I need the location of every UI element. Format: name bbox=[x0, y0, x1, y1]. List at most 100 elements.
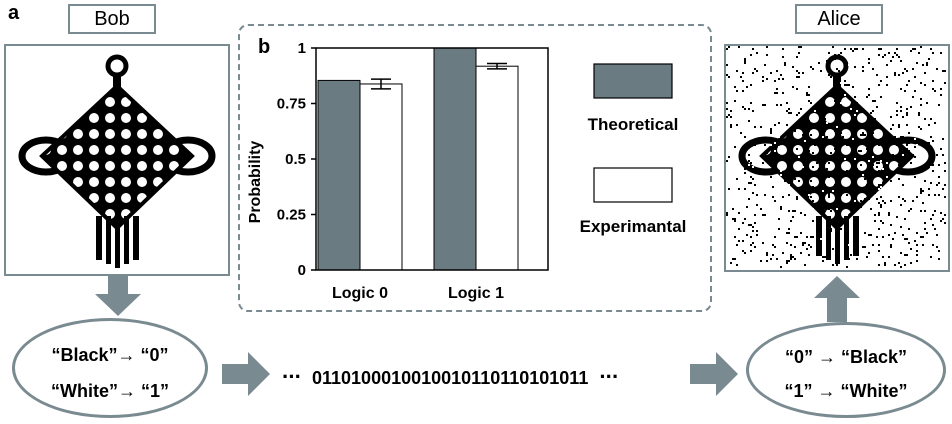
noise-dot bbox=[852, 50, 854, 52]
noise-dot bbox=[900, 252, 902, 254]
probability-bar-chart: Probability 0 0.25 0.5 0.75 1 Logic 0 Logic 1… bbox=[247, 40, 686, 302]
noise-dot bbox=[752, 192, 754, 194]
noise-dot bbox=[832, 134, 834, 136]
plot-frame bbox=[315, 47, 549, 271]
noise-dot bbox=[756, 204, 758, 206]
noise-dot bbox=[910, 134, 912, 136]
noise-dot bbox=[796, 148, 798, 150]
noise-dot bbox=[912, 154, 914, 156]
noise-dot bbox=[860, 150, 862, 152]
noise-dot bbox=[924, 180, 926, 182]
noise-dot bbox=[740, 132, 742, 134]
noise-dot bbox=[934, 194, 936, 196]
noise-dot bbox=[838, 108, 840, 110]
noise-dot bbox=[748, 120, 750, 122]
noise-dot bbox=[746, 144, 748, 146]
noise-dot bbox=[878, 162, 880, 164]
noise-dot bbox=[786, 262, 788, 264]
noise-dot bbox=[822, 162, 824, 164]
noise-dot bbox=[880, 138, 882, 140]
noise-dot bbox=[730, 262, 732, 264]
noise-dot bbox=[730, 126, 732, 128]
noise-dot bbox=[896, 110, 898, 112]
noise-dot bbox=[750, 54, 752, 56]
noise-dot bbox=[898, 56, 900, 58]
noise-dot bbox=[894, 232, 896, 234]
noise-dot bbox=[852, 86, 854, 88]
noise-dot bbox=[740, 76, 742, 78]
noise-dot bbox=[890, 60, 892, 62]
noise-dot bbox=[886, 152, 888, 154]
noise-dot bbox=[726, 48, 728, 50]
noise-dot bbox=[780, 208, 782, 210]
noise-dot bbox=[736, 70, 738, 72]
noise-dot bbox=[926, 142, 928, 144]
noise-dot bbox=[812, 204, 814, 206]
noise-dot bbox=[828, 52, 830, 54]
noise-dot bbox=[904, 200, 906, 202]
noise-dot bbox=[888, 128, 890, 130]
noise-dot bbox=[780, 102, 782, 104]
bob-map-black: “Black”→ “0” bbox=[51, 345, 169, 365]
noise-dot bbox=[864, 246, 866, 248]
noise-dot bbox=[864, 142, 866, 144]
noise-dot bbox=[786, 110, 788, 112]
noise-dot bbox=[844, 246, 846, 248]
noise-dot bbox=[834, 130, 836, 132]
noise-dot bbox=[914, 90, 916, 92]
noise-dot bbox=[734, 218, 736, 220]
noise-dot bbox=[916, 260, 918, 262]
noise-dot bbox=[780, 266, 782, 268]
noise-dot bbox=[928, 124, 930, 126]
noise-dot bbox=[890, 164, 892, 166]
noise-dot bbox=[798, 112, 800, 114]
noise-dot bbox=[924, 222, 926, 224]
noise-dot bbox=[878, 54, 880, 56]
noise-dot bbox=[728, 156, 730, 158]
noise-dot bbox=[830, 228, 832, 230]
noise-dot bbox=[928, 114, 930, 116]
noise-dot bbox=[844, 48, 846, 50]
noise-dot bbox=[874, 192, 876, 194]
noise-dot bbox=[752, 242, 754, 244]
noise-dot bbox=[748, 198, 750, 200]
noise-dot bbox=[868, 124, 870, 126]
noise-dot bbox=[878, 228, 880, 230]
y-tick-label: 0.75 bbox=[277, 96, 306, 113]
noise-dot bbox=[938, 250, 940, 252]
noise-dot bbox=[738, 212, 740, 214]
noise-dot bbox=[906, 70, 908, 72]
noise-dot bbox=[854, 158, 856, 160]
noise-dot bbox=[866, 148, 868, 150]
noise-dot bbox=[890, 224, 892, 226]
noise-dot bbox=[896, 258, 898, 260]
noise-dot bbox=[868, 58, 870, 60]
noise-dot bbox=[880, 204, 882, 206]
noise-dot bbox=[830, 164, 832, 166]
noise-dot bbox=[782, 252, 784, 254]
noise-dot bbox=[750, 102, 752, 104]
noise-dot bbox=[908, 210, 910, 212]
noise-dot bbox=[844, 80, 846, 82]
noise-dot bbox=[744, 162, 746, 164]
noise-dot bbox=[898, 196, 900, 198]
noise-dot bbox=[940, 220, 942, 222]
y-tick-label: 0 bbox=[298, 262, 306, 279]
noise-dot bbox=[744, 172, 746, 174]
noise-dot bbox=[726, 74, 728, 76]
noise-dot bbox=[766, 52, 768, 54]
y-tick-label: 1 bbox=[298, 40, 306, 57]
noise-dot bbox=[754, 132, 756, 134]
noise-dot bbox=[766, 152, 768, 154]
noise-dot bbox=[790, 244, 792, 246]
noise-dot bbox=[882, 200, 884, 202]
noise-dot bbox=[828, 196, 830, 198]
noise-dot bbox=[830, 206, 832, 208]
noise-dot bbox=[750, 178, 752, 180]
noise-dot bbox=[748, 108, 750, 110]
noise-dot bbox=[918, 52, 920, 54]
knot-pattern-icon bbox=[18, 54, 216, 268]
noise-dot bbox=[738, 228, 740, 230]
noise-dot bbox=[770, 128, 772, 130]
noise-dot bbox=[732, 218, 734, 220]
